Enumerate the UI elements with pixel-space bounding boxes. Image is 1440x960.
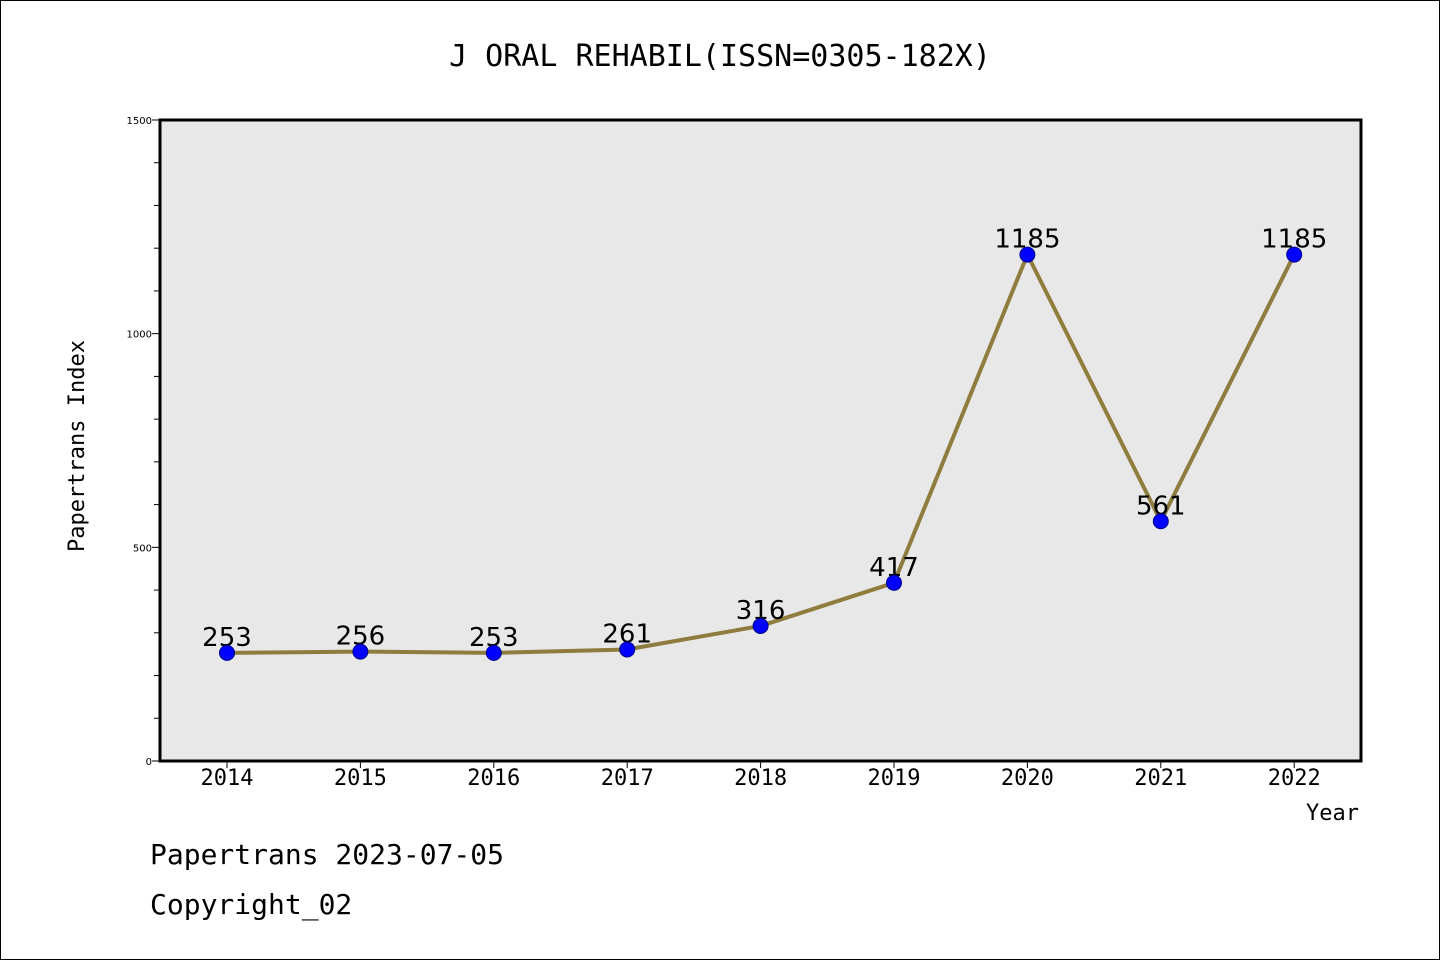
x-tick-label: 2021 bbox=[1134, 766, 1187, 791]
x-tick-label: 2015 bbox=[334, 766, 387, 791]
data-point bbox=[619, 641, 636, 658]
x-axis: 2014 2015 2016 2017 2018 2019 2020 2021 2022 bbox=[201, 761, 1321, 791]
y-axis: 0 500 1000 1500 bbox=[127, 116, 160, 768]
data-point bbox=[352, 643, 369, 660]
y-tick-label: 500 bbox=[133, 543, 152, 554]
y-tick-label: 1000 bbox=[127, 330, 152, 341]
x-tick-label: 2019 bbox=[868, 766, 921, 791]
x-tick-label: 2014 bbox=[201, 766, 254, 791]
data-point bbox=[1019, 246, 1036, 263]
x-tick-label: 2016 bbox=[467, 766, 520, 791]
x-tick-label: 2017 bbox=[601, 766, 654, 791]
x-tick-label: 2020 bbox=[1001, 766, 1054, 791]
data-point bbox=[1152, 513, 1169, 530]
plot-border bbox=[158, 118, 1363, 763]
chart-title: J ORAL REHABIL(ISSN=0305-182X) bbox=[449, 39, 991, 74]
data-point bbox=[752, 617, 769, 634]
y-axis-label: Papertrans Index bbox=[65, 340, 90, 552]
y-tick-label: 0 bbox=[146, 757, 152, 768]
footer-copyright: Copyright_02 bbox=[150, 888, 352, 922]
x-tick-label: 2022 bbox=[1268, 766, 1321, 791]
data-point bbox=[1286, 246, 1303, 263]
footer-date: Papertrans 2023-07-05 bbox=[150, 838, 504, 871]
data-point bbox=[219, 644, 235, 661]
y-tick-label: 1500 bbox=[127, 116, 152, 127]
data-point bbox=[886, 574, 902, 591]
x-axis-label: Year bbox=[1306, 801, 1359, 826]
plot-area bbox=[160, 120, 1361, 761]
data-point bbox=[485, 644, 502, 661]
x-tick-label: 2018 bbox=[734, 766, 787, 791]
